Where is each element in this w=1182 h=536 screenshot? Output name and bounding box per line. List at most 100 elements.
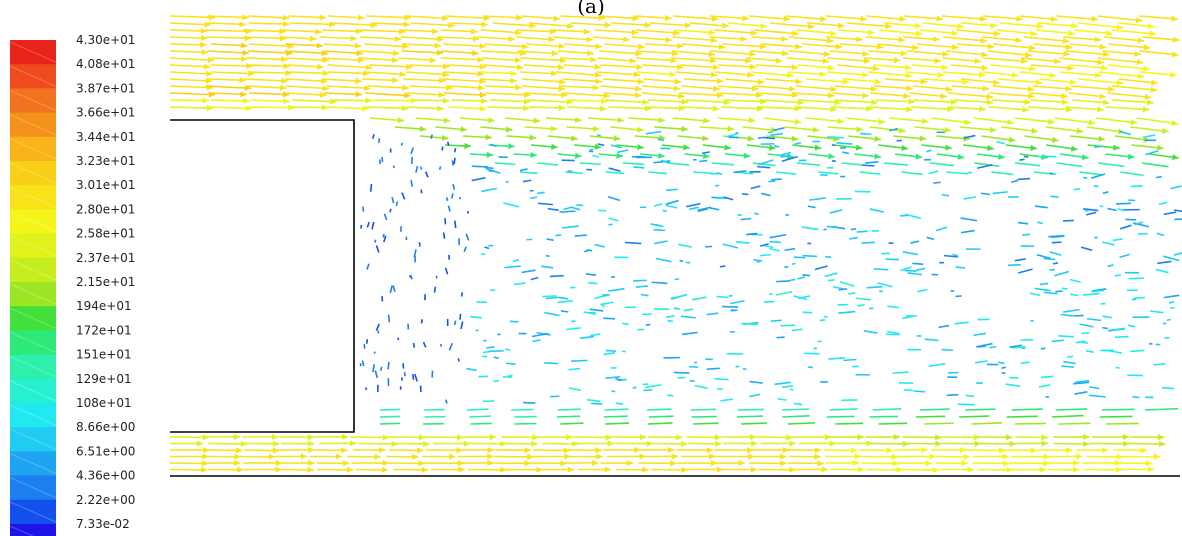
velocity-vector [807, 22, 845, 29]
velocity-vector [169, 27, 208, 34]
velocity-vector [827, 57, 871, 64]
velocity-vector [954, 321, 969, 325]
velocity-vector [484, 166, 494, 170]
velocity-vector [568, 447, 602, 454]
velocity-vector [502, 374, 513, 379]
velocity-vector [832, 92, 869, 99]
velocity-vector [904, 388, 914, 392]
velocity-vector [869, 208, 885, 213]
velocity-vector [454, 220, 457, 229]
velocity-vector [286, 91, 327, 98]
velocity-vector [1149, 310, 1164, 314]
velocity-vector [169, 97, 209, 104]
velocity-vector [210, 62, 253, 70]
velocity-vector [879, 29, 923, 37]
velocity-vector [1005, 144, 1038, 151]
velocity-vector [610, 126, 644, 133]
colorbar-swatch [10, 306, 56, 331]
velocity-vector [661, 144, 690, 151]
velocity-vector [922, 22, 964, 30]
velocity-vector [597, 143, 605, 147]
velocity-vector [797, 276, 806, 280]
velocity-vector [523, 401, 536, 404]
velocity-vector [360, 224, 363, 229]
velocity-vector [248, 63, 290, 70]
velocity-vector [906, 71, 945, 78]
velocity-vector [287, 14, 327, 21]
velocity-vector [622, 162, 645, 166]
velocity-vector [531, 143, 558, 150]
velocity-vector [869, 126, 906, 134]
velocity-vector [394, 440, 430, 447]
colorbar-swatch-hatch [9, 356, 57, 378]
velocity-vector [521, 85, 565, 92]
velocity-vector [1053, 270, 1070, 277]
colorbar-swatch-hatch [9, 452, 57, 475]
velocity-vector [808, 153, 835, 160]
velocity-vector [975, 360, 988, 364]
velocity-vector [373, 351, 376, 354]
velocity-vector [648, 415, 674, 418]
velocity-vector [646, 408, 672, 411]
velocity-vector [1072, 99, 1110, 106]
velocity-vector [1037, 447, 1073, 454]
velocity-vector [169, 77, 213, 84]
velocity-vector [850, 227, 857, 231]
velocity-vector [854, 153, 882, 160]
velocity-vector [410, 275, 413, 280]
velocity-vector [360, 49, 400, 57]
velocity-vector [755, 64, 799, 71]
velocity-vector [727, 22, 767, 29]
velocity-vector [839, 43, 884, 50]
velocity-vector [723, 196, 734, 201]
velocity-vector [565, 459, 599, 466]
velocity-vector [453, 157, 456, 165]
velocity-vector [459, 117, 495, 124]
velocity-vector [648, 434, 683, 441]
velocity-vector [570, 453, 603, 460]
velocity-vector [730, 299, 745, 305]
velocity-vector [584, 249, 589, 253]
velocity-vector [1086, 126, 1125, 135]
velocity-vector [447, 63, 487, 70]
velocity-vector [802, 311, 813, 314]
velocity-vector [817, 171, 839, 175]
velocity-vector [1089, 386, 1100, 390]
velocity-vector [387, 314, 391, 323]
velocity-vector [1083, 208, 1099, 212]
velocity-vector [786, 447, 822, 454]
velocity-vector [1049, 172, 1054, 175]
velocity-vector [462, 134, 492, 141]
velocity-vector [1106, 422, 1139, 425]
velocity-vector [1058, 422, 1091, 425]
velocity-vector [415, 165, 419, 173]
velocity-vector [991, 99, 1031, 106]
velocity-vector [553, 28, 591, 35]
velocity-vector [1014, 440, 1048, 447]
velocity-vector [535, 434, 573, 441]
colorbar-swatch-hatch [9, 259, 57, 281]
velocity-vector [869, 440, 909, 447]
velocity-vector [250, 70, 292, 77]
velocity-vector [490, 143, 497, 147]
velocity-vector [675, 447, 714, 454]
velocity-vector [589, 333, 601, 337]
velocity-vector [827, 126, 863, 133]
velocity-vector [440, 56, 484, 63]
velocity-vector [834, 85, 878, 92]
velocity-vector [1037, 22, 1078, 29]
colorbar-tick-label: 2.37e+01 [76, 251, 135, 265]
velocity-vector [244, 77, 288, 84]
velocity-vector [1019, 15, 1058, 23]
velocity-vector [1107, 64, 1150, 72]
velocity-vector [715, 453, 755, 460]
velocity-vector [365, 105, 409, 112]
velocity-vector [379, 408, 401, 411]
velocity-vector [878, 289, 883, 293]
velocity-vector [711, 162, 735, 166]
velocity-vector [960, 22, 998, 29]
velocity-vector [425, 447, 463, 454]
velocity-vector [885, 333, 900, 336]
velocity-vector [527, 98, 573, 106]
velocity-vector [460, 292, 464, 297]
